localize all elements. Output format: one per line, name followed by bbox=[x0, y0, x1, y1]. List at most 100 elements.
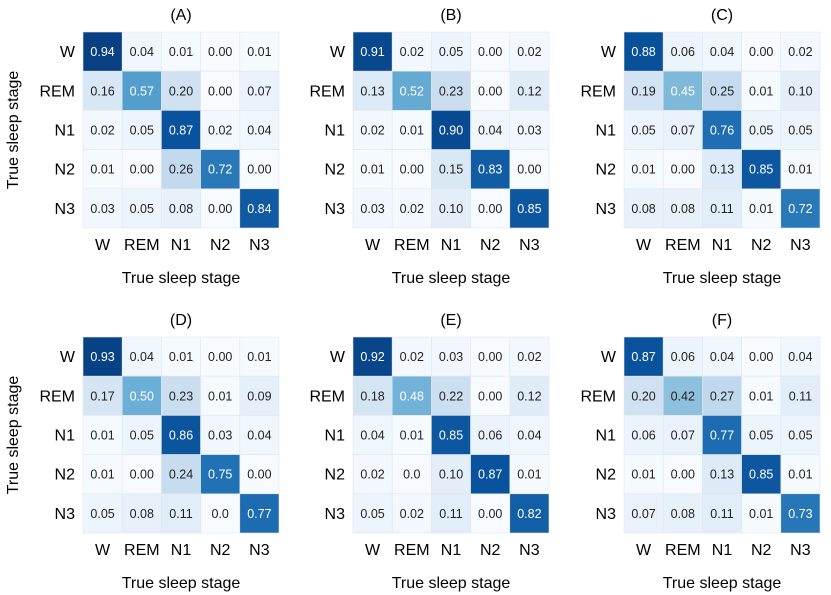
cell-value-label: 0.01 bbox=[400, 429, 424, 443]
heatmap-cell bbox=[470, 454, 511, 495]
heatmap-cell bbox=[741, 149, 782, 190]
heatmap-cell bbox=[121, 336, 162, 377]
heatmap-cell bbox=[623, 31, 664, 72]
heatmap-cell bbox=[662, 336, 703, 377]
x-tick-label: N2 bbox=[751, 237, 772, 254]
heatmap-cell bbox=[82, 31, 123, 72]
cell-value-label: 0.13 bbox=[360, 84, 384, 98]
heatmap-cell bbox=[741, 375, 782, 416]
cell-value-label: 0.01 bbox=[247, 45, 271, 59]
heatmap-cell bbox=[509, 336, 550, 377]
cell-value-label: 0.77 bbox=[247, 507, 271, 521]
heatmap-cell bbox=[121, 493, 162, 534]
heatmap-cell bbox=[431, 110, 471, 150]
cell-value-label: 0.48 bbox=[400, 389, 424, 403]
heatmap-cell bbox=[391, 149, 432, 190]
heatmap-cell bbox=[662, 454, 703, 495]
heatmap-cell bbox=[780, 188, 821, 229]
cell-value-label: 0.01 bbox=[631, 468, 655, 482]
x-tick-label: N2 bbox=[210, 237, 231, 254]
cell-value-label: 0.05 bbox=[130, 429, 154, 443]
heatmap-cell bbox=[200, 336, 241, 377]
y-tick-label: N3 bbox=[325, 506, 346, 523]
heatmap-cell bbox=[352, 188, 393, 229]
heatmap-cell bbox=[239, 493, 280, 534]
confusion-matrix-panel: (A) 0.94 0.04 0.01 0.00 0.01 0.16 0.57 0.20 0.00 0… bbox=[5, 7, 280, 287]
cell-value-label: 0.13 bbox=[710, 163, 734, 177]
heatmap-cell bbox=[161, 375, 201, 416]
heatmap-cell bbox=[470, 31, 511, 72]
cell-value-label: 0.0 bbox=[212, 507, 229, 521]
x-tick-label: N2 bbox=[480, 237, 501, 254]
heatmap-cell bbox=[702, 454, 742, 495]
heatmap-cell bbox=[780, 110, 821, 150]
heatmap-cell bbox=[623, 70, 664, 111]
heatmap-cell bbox=[200, 31, 241, 72]
cell-value-label: 0.04 bbox=[788, 350, 812, 364]
cell-value-label: 0.85 bbox=[517, 202, 541, 216]
heatmap-cell bbox=[623, 149, 664, 190]
heatmap-cell bbox=[702, 149, 742, 190]
x-axis-label: True sleep stage bbox=[663, 575, 782, 592]
cell-value-label: 0.02 bbox=[517, 45, 541, 59]
cell-value-label: 0.87 bbox=[169, 124, 193, 138]
x-tick-label: W bbox=[95, 542, 111, 559]
heatmap-cell bbox=[623, 375, 664, 416]
heatmap-cell bbox=[239, 70, 280, 111]
y-tick-label: W bbox=[330, 349, 346, 366]
heatmap-cell bbox=[662, 493, 703, 534]
cell-value-label: 0.01 bbox=[247, 350, 271, 364]
heatmap-cell bbox=[82, 336, 123, 377]
cell-value-label: 0.01 bbox=[169, 350, 193, 364]
heatmap-cell bbox=[121, 110, 162, 150]
cell-value-label: 0.06 bbox=[631, 429, 655, 443]
heatmap-cell bbox=[239, 336, 280, 377]
cell-value-label: 0.86 bbox=[169, 429, 193, 443]
y-tick-label: N2 bbox=[596, 162, 617, 179]
heatmap-cell bbox=[239, 149, 280, 190]
cell-value-label: 0.02 bbox=[360, 124, 384, 138]
y-tick-label: REM bbox=[39, 83, 75, 100]
y-tick-label: N1 bbox=[325, 123, 346, 140]
heatmap-cell bbox=[702, 188, 742, 229]
cell-value-label: 0.20 bbox=[169, 84, 193, 98]
cell-value-label: 0.04 bbox=[130, 45, 154, 59]
cell-value-label: 0.02 bbox=[788, 45, 812, 59]
cell-value-label: 0.08 bbox=[671, 507, 695, 521]
cell-value-label: 0.00 bbox=[130, 163, 154, 177]
heatmap-cell bbox=[431, 31, 471, 72]
cell-value-label: 0.03 bbox=[517, 124, 541, 138]
y-tick-label: N2 bbox=[596, 467, 617, 484]
heatmap-cell bbox=[702, 336, 742, 377]
cell-value-label: 0.01 bbox=[517, 468, 541, 482]
x-tick-label: N3 bbox=[249, 542, 270, 559]
cell-value-label: 0.85 bbox=[439, 429, 463, 443]
heatmap-cell bbox=[200, 493, 241, 534]
y-tick-label: N1 bbox=[55, 123, 76, 140]
x-tick-label: REM bbox=[124, 237, 160, 254]
cell-value-label: 0.07 bbox=[247, 84, 271, 98]
panel-title: (F) bbox=[712, 312, 732, 329]
heatmap-cell bbox=[741, 188, 782, 229]
cell-value-label: 0.76 bbox=[710, 124, 734, 138]
cell-value-label: 0.07 bbox=[671, 429, 695, 443]
cell-value-label: 0.00 bbox=[400, 163, 424, 177]
cell-value-label: 0.04 bbox=[247, 124, 271, 138]
cell-value-label: 0.05 bbox=[90, 507, 114, 521]
cell-value-label: 0.05 bbox=[130, 202, 154, 216]
cell-value-label: 0.00 bbox=[749, 45, 773, 59]
heatmap-cell bbox=[121, 375, 162, 416]
cell-value-label: 0.00 bbox=[749, 350, 773, 364]
y-tick-label: REM bbox=[309, 83, 345, 100]
cell-value-label: 0.04 bbox=[247, 429, 271, 443]
heatmap-cell bbox=[509, 149, 550, 190]
y-tick-label: N2 bbox=[325, 162, 346, 179]
y-tick-label: N3 bbox=[55, 201, 76, 218]
heatmap-cell bbox=[391, 415, 432, 455]
heatmap-cell bbox=[239, 110, 280, 150]
heatmap-cell bbox=[741, 493, 782, 534]
heatmap-cell bbox=[470, 110, 511, 150]
cell-value-label: 0.05 bbox=[360, 507, 384, 521]
cell-value-label: 0.05 bbox=[631, 124, 655, 138]
y-tick-label: REM bbox=[39, 388, 75, 405]
